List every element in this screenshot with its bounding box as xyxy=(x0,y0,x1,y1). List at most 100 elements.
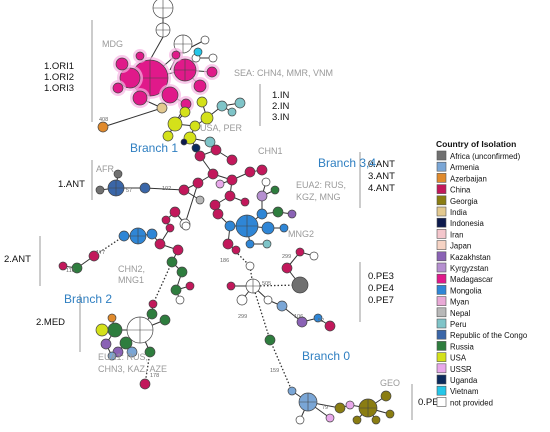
tree-edge xyxy=(227,243,251,267)
legend-item-label: Myan xyxy=(450,298,469,307)
tree-node xyxy=(167,116,183,132)
tree-edge xyxy=(152,261,173,305)
tree-node xyxy=(107,313,117,323)
edge-num: 299 xyxy=(282,254,291,260)
legend-item-label: not provided xyxy=(450,398,493,407)
tree-node xyxy=(245,239,255,249)
group-label-afr: AFR xyxy=(96,164,115,174)
tree-node xyxy=(207,168,219,180)
legend-swatch xyxy=(436,296,447,306)
tree-node xyxy=(264,334,276,346)
pop-label-0pe2: 0.PE2 xyxy=(418,397,444,408)
legend-swatch xyxy=(436,217,447,228)
tree-node xyxy=(216,100,228,112)
tree-node xyxy=(146,308,158,320)
tree-node xyxy=(236,294,248,306)
edge-num: 159 xyxy=(270,368,279,374)
branch-label-3-4: Branch 3,4 xyxy=(318,156,376,170)
tree-node xyxy=(175,295,185,305)
tree-node xyxy=(180,138,188,146)
legend-swatch xyxy=(436,195,447,206)
group-label-eua1-line2: CHN3, KAZ, AZE xyxy=(98,364,167,374)
tree-node xyxy=(126,346,138,358)
tree-node xyxy=(166,256,178,268)
tree-node xyxy=(234,97,246,109)
group-labels: MDG SEA: CHN4, MMR, VNM USA, PER CHN1 AF… xyxy=(96,39,400,388)
tree-node xyxy=(148,299,158,309)
tree-node xyxy=(161,215,171,225)
tree-node xyxy=(179,106,191,118)
tree-node xyxy=(287,209,297,219)
tree-node xyxy=(71,262,83,274)
pop-label-0pe4: 0.PE4 xyxy=(368,283,394,294)
group-label-mdg: MDG xyxy=(102,39,123,49)
edge-num: 186 xyxy=(220,258,229,264)
pop-label-4ant: 4.ANT xyxy=(368,183,395,194)
tree-node xyxy=(178,184,190,196)
group-label-mng2: MNG2 xyxy=(288,229,314,239)
tree-node xyxy=(276,300,288,312)
tree-node xyxy=(107,322,123,338)
tree-nodes xyxy=(58,0,395,425)
tree-node xyxy=(171,56,199,84)
tree-node xyxy=(291,276,309,294)
tree-node xyxy=(222,238,234,250)
tree-edge xyxy=(102,107,163,128)
legend-item-label: Africa (unconfirmed) xyxy=(450,152,521,161)
edge-num: 79 xyxy=(322,405,328,411)
legend-items: Africa (unconfirmed) Armenia Azerbaijan Chi… xyxy=(436,150,528,407)
tree-node xyxy=(129,227,147,245)
edge-num: 57 xyxy=(126,188,132,194)
tree-node xyxy=(325,413,335,423)
legend-item-label: Armenia xyxy=(450,163,480,172)
legend-swatch xyxy=(436,161,447,172)
legend-swatch xyxy=(436,341,447,351)
tree-node xyxy=(130,88,150,108)
tree-node xyxy=(165,223,175,233)
legend-swatch xyxy=(436,397,447,407)
tree-node xyxy=(270,185,280,195)
tree-node xyxy=(244,166,256,178)
legend-swatch xyxy=(436,262,447,273)
branch-label-1: Branch 1 xyxy=(130,141,178,155)
tree-node xyxy=(371,415,381,425)
tree-node xyxy=(200,35,210,45)
tree-node xyxy=(235,214,259,238)
legend-swatch xyxy=(436,307,447,318)
legend-swatch xyxy=(436,285,447,295)
branch-labels: Branch 1 Branch 3,4 Branch 2 Branch 0 xyxy=(64,141,376,363)
tree-node xyxy=(226,174,238,186)
legend-swatch xyxy=(436,352,447,362)
tree-node xyxy=(208,53,218,63)
legend: Country of Isolation Africa (unconfirmed… xyxy=(436,139,528,407)
tree-edge xyxy=(93,235,125,257)
tree-node xyxy=(209,199,221,211)
tree-node xyxy=(192,177,204,189)
tree-node xyxy=(189,120,201,132)
tree-node xyxy=(245,261,255,271)
tree-node xyxy=(212,208,224,220)
tree-node xyxy=(156,102,168,114)
pop-label-1in: 1.IN xyxy=(272,90,290,101)
group-label-chn2-line2: MNG1 xyxy=(118,275,144,285)
tree-node xyxy=(152,0,174,19)
tree-node xyxy=(352,415,362,425)
legend-swatch xyxy=(436,184,447,194)
tree-node xyxy=(97,121,109,133)
tree-node xyxy=(224,220,236,232)
tree-node xyxy=(215,179,225,189)
tree-node xyxy=(324,320,336,332)
tree-node xyxy=(88,250,100,262)
tree-node xyxy=(154,238,166,250)
tree-node xyxy=(345,400,355,410)
pop-label-3ant: 3.ANT xyxy=(368,171,395,182)
pop-label-2med: 2.MED xyxy=(36,317,65,328)
branch-label-0: Branch 0 xyxy=(302,349,350,363)
tree-node xyxy=(159,314,171,326)
legend-swatch xyxy=(436,173,447,183)
tree-node xyxy=(295,415,305,425)
legend-title: Country of Isolation xyxy=(436,139,516,149)
group-label-eua2-line1: EUA2: RUS, xyxy=(296,180,346,190)
legend-item-label: Nepal xyxy=(450,309,471,318)
legend-item-label: Kazakhstan xyxy=(450,253,491,262)
